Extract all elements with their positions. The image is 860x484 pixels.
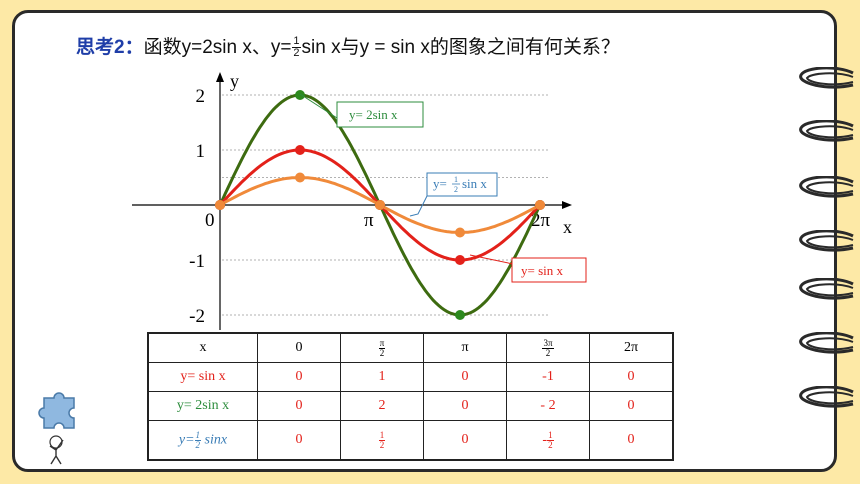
callout-half-num: 1 xyxy=(454,175,458,184)
callout-pointer xyxy=(299,93,338,119)
question-text-a: 函数y=2sin x、y= xyxy=(143,37,292,58)
table-cell: 2 xyxy=(340,391,424,421)
table-cell: 0 xyxy=(589,362,674,392)
table-header-cell: π xyxy=(423,332,507,363)
y-axis-title: y xyxy=(230,71,239,91)
data-point xyxy=(455,310,465,320)
minus-sign: - xyxy=(542,432,548,448)
table-cell: 1 xyxy=(340,362,424,392)
data-point xyxy=(375,200,385,210)
label-suffix: sinx xyxy=(204,432,228,448)
y-axis-arrow xyxy=(216,72,224,82)
x-tick-label: 0 xyxy=(205,210,215,231)
table-header-cell: 3π 2 xyxy=(506,332,590,363)
binder-ring-icon xyxy=(799,386,854,408)
callout-pointer xyxy=(469,254,514,265)
y-tick-label: -1 xyxy=(189,251,205,272)
table-cell: - 2 xyxy=(506,391,590,421)
callout-half-den: 2 xyxy=(454,185,458,194)
table-cell: 0 xyxy=(423,362,507,392)
frac-num: 1 xyxy=(378,429,386,441)
data-point xyxy=(295,172,305,183)
callout-half-suffix: sin x xyxy=(462,176,487,191)
fraction-denominator: 2 xyxy=(293,47,300,60)
x-tick-label: π xyxy=(364,210,374,231)
row-label-2sin: y= 2sin x xyxy=(147,391,258,421)
frac-den: 2 xyxy=(379,439,385,450)
x-axis-arrow xyxy=(562,201,572,209)
binder-ring-icon xyxy=(799,67,854,89)
binder-ring-icon xyxy=(799,278,854,300)
y-tick-label: 2 xyxy=(196,86,206,107)
binder-ring-icon xyxy=(799,230,854,252)
question-label: 思考2 xyxy=(76,37,125,58)
callout-sin-label: y= sin x xyxy=(521,263,564,278)
binder-ring-icon xyxy=(799,332,854,354)
frac-num: 3π xyxy=(542,337,554,349)
callout-pointer xyxy=(409,195,428,217)
row-label-half-sin: y= 1 2 sinx xyxy=(147,420,258,461)
frac-num: 1 xyxy=(194,429,202,441)
table-row: y= 2sin x 0 2 0 - 2 0 xyxy=(147,391,674,421)
table-header-cell: 2π xyxy=(589,332,674,363)
frac-den: 2 xyxy=(545,347,551,358)
data-point xyxy=(215,200,225,210)
binder-ring-icon xyxy=(799,176,854,198)
frac-den: 2 xyxy=(379,347,385,358)
data-point xyxy=(295,90,305,100)
frac-num: π xyxy=(378,337,386,349)
data-point xyxy=(455,227,465,238)
table-row: y= sin x 0 1 0 -1 0 xyxy=(147,362,674,392)
callout-box xyxy=(511,257,587,283)
frac-num: 1 xyxy=(547,429,554,441)
table-cell: 0 xyxy=(257,362,341,392)
row-label-sin: y= sin x xyxy=(147,362,258,392)
table-cell: 0 xyxy=(589,391,674,421)
data-point xyxy=(295,145,305,155)
x-axis-title: x xyxy=(563,217,572,237)
callout-half-prefix: y= xyxy=(433,176,447,191)
y-tick-label: 1 xyxy=(196,141,206,162)
table-cell: 0 xyxy=(423,391,507,421)
table-cell: -1 xyxy=(506,362,590,392)
frac-den: 2 xyxy=(195,439,201,450)
question-text-b: sin x与y = sin x的图象之间有何关系？ xyxy=(301,37,620,58)
table-cell: 0 xyxy=(589,420,674,461)
table-header-x: x xyxy=(147,332,258,363)
question-colon: ： xyxy=(124,37,144,58)
binder-ring-icon xyxy=(799,120,854,142)
callout-box xyxy=(426,172,498,197)
label-prefix: y= xyxy=(178,432,195,448)
puzzle-mascot-icon xyxy=(38,392,75,465)
y-tick-label: -2 xyxy=(189,306,205,327)
data-point xyxy=(535,200,545,210)
callout-box xyxy=(336,101,424,128)
table-header-cell: 0 xyxy=(257,332,341,363)
table-cell: 0 xyxy=(423,420,507,461)
table-cell: 0 xyxy=(257,420,341,461)
frac-den: 2 xyxy=(548,439,553,450)
data-point xyxy=(455,255,465,265)
callout-2sin-label: y= 2sin x xyxy=(349,107,398,122)
fraction-numerator: 1 xyxy=(292,35,301,49)
table-cell: 0 xyxy=(257,391,341,421)
question-heading: 思考2：函数y=2sin x、y= 1 2 sin x与y = sin x的图象之间有… xyxy=(76,32,620,59)
